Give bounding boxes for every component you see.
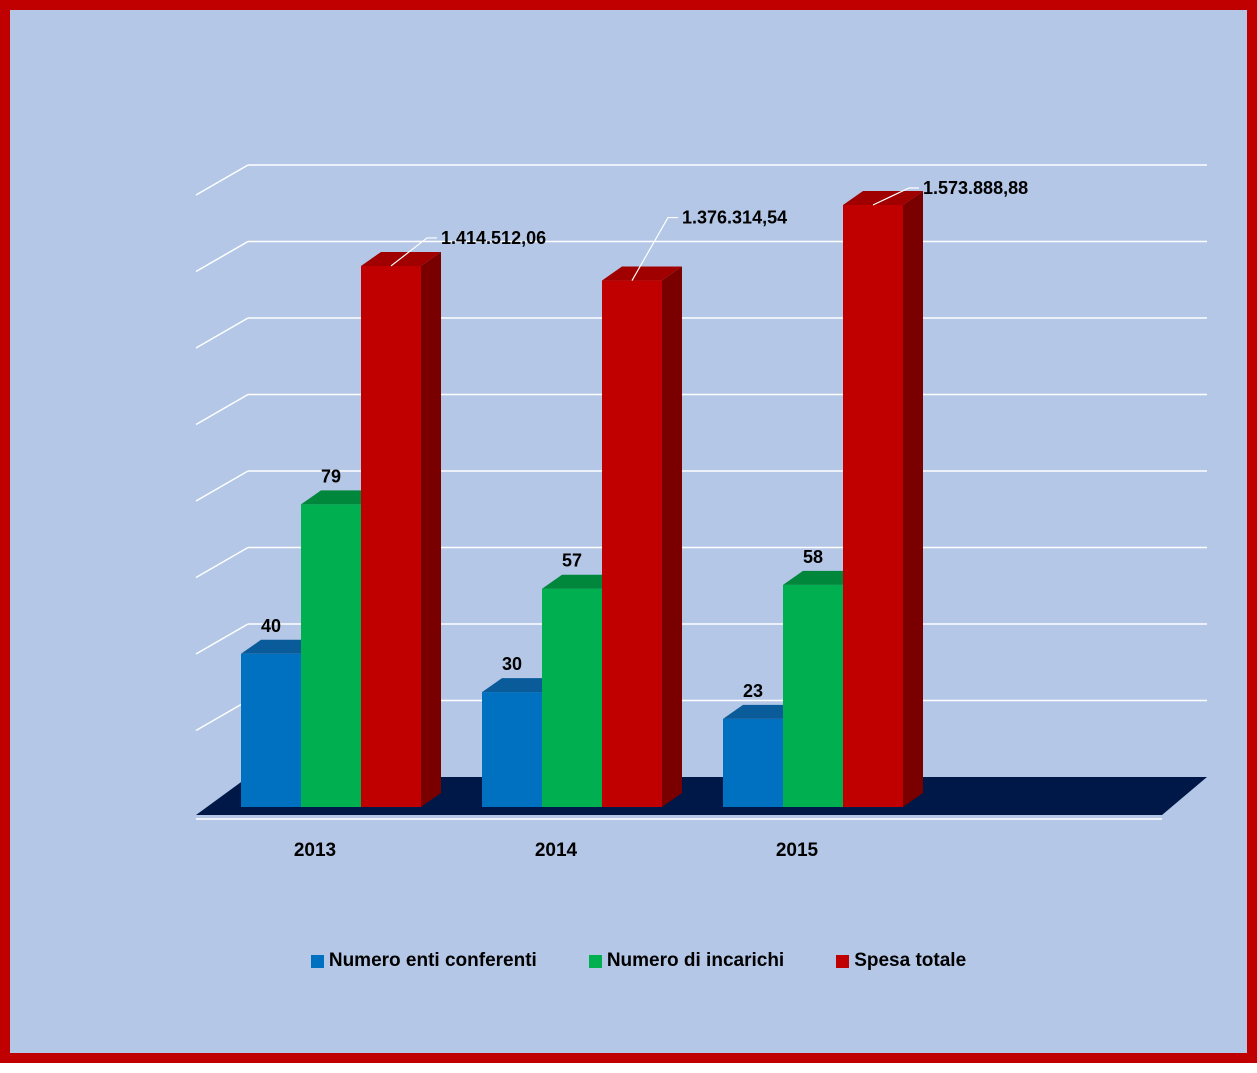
data-label-leader xyxy=(872,187,919,206)
bar xyxy=(482,692,542,807)
gridline-side xyxy=(195,470,249,502)
legend-item: Numero di incarichi xyxy=(588,950,785,972)
bar xyxy=(301,504,361,807)
legend-item: Spesa totale xyxy=(836,950,966,972)
data-label: 57 xyxy=(562,551,582,571)
legend-swatch xyxy=(310,954,324,968)
bar-top xyxy=(361,251,441,266)
data-label: 1.376.314,54 xyxy=(682,208,787,228)
data-label: 79 xyxy=(321,466,341,486)
bar xyxy=(602,280,662,807)
bar xyxy=(723,718,783,807)
bar xyxy=(361,265,421,807)
data-label: 58 xyxy=(803,547,823,567)
x-tick-label: 2015 xyxy=(776,840,819,861)
bar-top xyxy=(602,266,682,281)
legend-label: Spesa totale xyxy=(854,950,967,971)
legend-swatch xyxy=(836,954,850,968)
chart-floor xyxy=(196,777,1207,815)
chart-plot: 40 79 1.414.512,06 2013 30 57 1.376.314,54 2014… xyxy=(195,164,1207,861)
bar-top xyxy=(843,190,923,205)
data-label: 1.573.888,88 xyxy=(923,178,1028,198)
legend: Numero enti conferenti Numero di incarich… xyxy=(10,950,1257,972)
bar xyxy=(843,204,903,808)
gridline-side xyxy=(195,393,249,426)
data-label: 30 xyxy=(502,654,522,674)
legend-label: Numero di incarichi xyxy=(606,950,785,971)
x-tick-label: 2014 xyxy=(535,840,578,861)
data-label: 23 xyxy=(743,681,763,701)
gridline-side xyxy=(195,699,249,732)
data-label-leader xyxy=(631,216,678,281)
data-label: 40 xyxy=(261,616,281,636)
gridline-side xyxy=(195,164,249,196)
bar-side xyxy=(903,190,923,808)
bar-side xyxy=(662,266,682,807)
gridline-side xyxy=(195,317,249,349)
legend-swatch xyxy=(588,954,602,968)
legend-item: Numero enti conferenti xyxy=(310,950,537,972)
x-tick-label: 2013 xyxy=(294,840,336,861)
data-label: 1.414.512,06 xyxy=(441,228,546,248)
data-label-leader xyxy=(390,237,437,267)
bar xyxy=(542,588,602,807)
gridline-side xyxy=(195,546,249,579)
gridline-side xyxy=(195,623,249,655)
bar xyxy=(241,653,301,807)
bar xyxy=(783,584,843,807)
gridline-side xyxy=(195,240,249,273)
bar-side xyxy=(421,251,441,807)
legend-label: Numero enti conferenti xyxy=(328,950,537,971)
